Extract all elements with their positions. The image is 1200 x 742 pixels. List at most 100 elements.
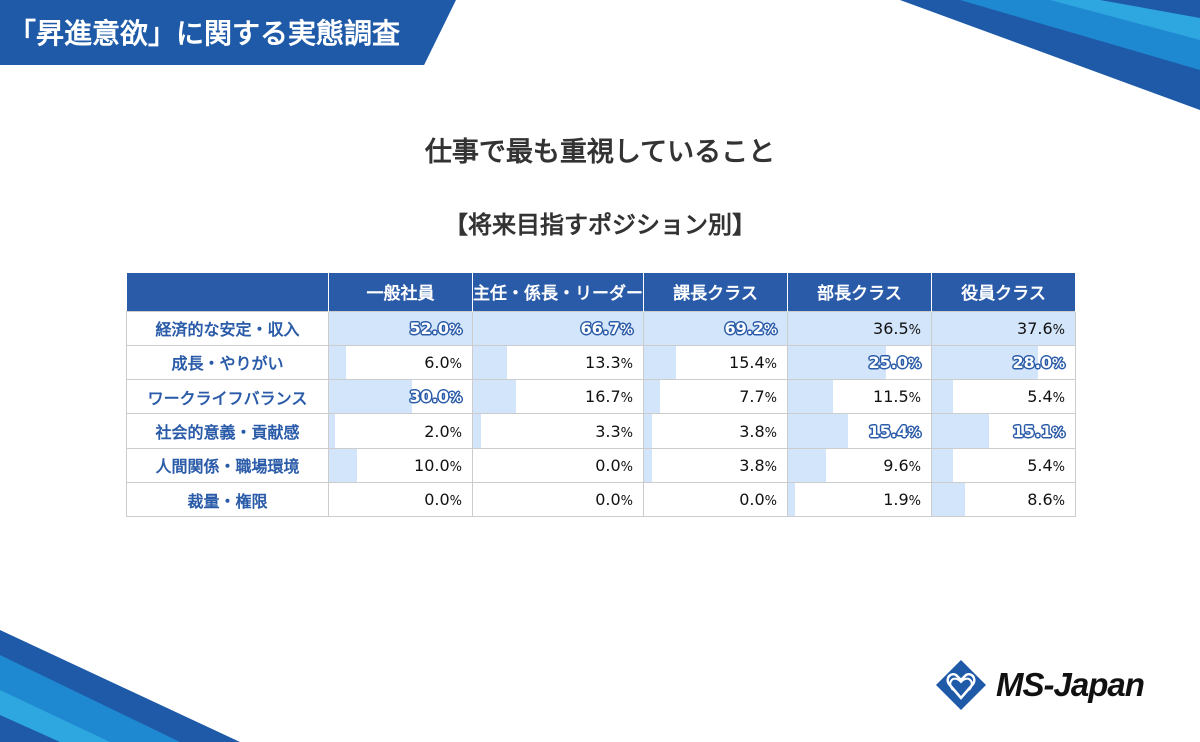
value-bar bbox=[473, 311, 643, 345]
value-text: 9.6% bbox=[883, 455, 921, 475]
column-header: 主任・係長・リーダー bbox=[472, 273, 644, 311]
value-bar bbox=[932, 482, 965, 517]
value-bar bbox=[644, 448, 652, 482]
value-bar bbox=[788, 345, 886, 380]
diamond-heart-logo-icon bbox=[936, 660, 986, 710]
value-text: 66.7% bbox=[580, 318, 633, 338]
decorative-stripes-bottom-left bbox=[0, 630, 240, 742]
value-cell: 15.1% bbox=[931, 413, 1076, 449]
value-cell: 11.5% bbox=[787, 379, 932, 415]
column-header: 役員クラス bbox=[931, 273, 1076, 311]
value-bar bbox=[932, 448, 953, 482]
value-text: 0.0% bbox=[739, 490, 777, 510]
value-cell: 0.0% bbox=[643, 481, 788, 518]
value-text: 3.3% bbox=[595, 421, 633, 441]
value-cell: 3.3% bbox=[472, 413, 644, 449]
value-text: 0.0% bbox=[595, 455, 633, 475]
value-cell: 5.4% bbox=[931, 447, 1076, 483]
value-cell: 5.4% bbox=[931, 379, 1076, 415]
value-text: 11.5% bbox=[873, 387, 921, 407]
value-bar bbox=[788, 311, 931, 345]
value-cell: 1.9% bbox=[787, 481, 932, 518]
row-label: 社会的意義・貢献感 bbox=[126, 413, 329, 449]
column-header: 一般社員 bbox=[328, 273, 473, 311]
value-cell: 7.7% bbox=[643, 379, 788, 415]
value-bar bbox=[788, 414, 849, 448]
value-cell: 13.3% bbox=[472, 344, 644, 381]
value-bar bbox=[932, 380, 953, 414]
value-cell: 8.6% bbox=[931, 481, 1076, 518]
value-cell: 52.0% bbox=[328, 310, 473, 346]
value-text: 69.2% bbox=[724, 318, 777, 338]
value-text: 7.7% bbox=[739, 387, 777, 407]
value-cell: 66.7% bbox=[472, 310, 644, 346]
value-bar bbox=[932, 345, 1039, 380]
value-cell: 3.8% bbox=[643, 447, 788, 483]
table-row: 社会的意義・貢献感 2.0% 3.3% 3.8% 15.4% 15.1% bbox=[126, 413, 1076, 449]
value-cell: 0.0% bbox=[328, 481, 473, 518]
value-cell: 28.0% bbox=[931, 344, 1076, 381]
value-bar bbox=[329, 345, 346, 380]
value-text: 10.0% bbox=[414, 455, 462, 475]
value-text: 2.0% bbox=[424, 421, 462, 441]
value-text: 36.5% bbox=[873, 318, 921, 338]
header-corner bbox=[126, 273, 329, 311]
header-banner bbox=[0, 0, 456, 65]
banner-title: 「昇進意欲」に関する実態調査 bbox=[8, 17, 401, 50]
value-text: 3.8% bbox=[739, 455, 777, 475]
value-text: 1.9% bbox=[883, 490, 921, 510]
value-text: 16.7% bbox=[585, 387, 633, 407]
table-row: 人間関係・職場環境 10.0% 0.0% 3.8% 9.6% 5.4% bbox=[126, 447, 1076, 483]
column-header: 部長クラス bbox=[787, 273, 932, 311]
value-bar bbox=[932, 414, 990, 448]
value-bar bbox=[329, 414, 335, 448]
value-cell: 9.6% bbox=[787, 447, 932, 483]
value-bar bbox=[329, 380, 412, 414]
company-logo: MS-Japan bbox=[936, 660, 1145, 710]
value-cell: 69.2% bbox=[643, 310, 788, 346]
value-cell: 0.0% bbox=[472, 481, 644, 518]
table-row: 成長・やりがい 6.0% 13.3% 15.4% 25.0% 28.0% bbox=[126, 344, 1076, 381]
value-text: 13.3% bbox=[585, 352, 633, 372]
value-bar bbox=[788, 482, 796, 517]
value-bar bbox=[644, 345, 676, 380]
value-bar bbox=[788, 448, 826, 482]
value-cell: 15.4% bbox=[787, 413, 932, 449]
value-text: 8.6% bbox=[1027, 490, 1065, 510]
value-cell: 0.0% bbox=[472, 447, 644, 483]
value-cell: 37.6% bbox=[931, 310, 1076, 346]
value-bar bbox=[932, 311, 1075, 345]
value-text: 15.4% bbox=[729, 352, 777, 372]
value-cell: 30.0% bbox=[328, 379, 473, 415]
value-cell: 6.0% bbox=[328, 344, 473, 381]
value-text: 37.6% bbox=[1017, 318, 1065, 338]
value-bar bbox=[644, 380, 660, 414]
value-text: 28.0% bbox=[1012, 352, 1065, 372]
column-header: 課長クラス bbox=[643, 273, 788, 311]
value-cell: 25.0% bbox=[787, 344, 932, 381]
value-text: 5.4% bbox=[1027, 387, 1065, 407]
value-bar bbox=[473, 380, 516, 414]
row-label: 成長・やりがい bbox=[126, 344, 329, 381]
value-bar bbox=[788, 380, 834, 414]
table-row: 経済的な安定・収入 52.0% 66.7% 69.2% 36.5% 37.6% bbox=[126, 310, 1076, 346]
table-row: 裁量・権限 0.0% 0.0% 0.0% 1.9% 8.6% bbox=[126, 481, 1076, 518]
value-text: 15.1% bbox=[1012, 421, 1065, 441]
logo-text: MS-Japan bbox=[996, 666, 1145, 703]
value-cell: 36.5% bbox=[787, 310, 932, 346]
table-row: ワークライフバランス 30.0% 16.7% 7.7% 11.5% 5.4% bbox=[126, 379, 1076, 415]
results-table: 一般社員 主任・係長・リーダー 課長クラス 部長クラス 役員クラス 経済的な安定・収入 5… bbox=[126, 273, 1076, 518]
value-bar bbox=[644, 414, 652, 448]
value-bar bbox=[473, 414, 482, 448]
value-text: 25.0% bbox=[868, 352, 921, 372]
value-text: 52.0% bbox=[409, 318, 462, 338]
value-text: 0.0% bbox=[424, 490, 462, 510]
value-cell: 10.0% bbox=[328, 447, 473, 483]
value-bar bbox=[644, 311, 787, 345]
value-cell: 2.0% bbox=[328, 413, 473, 449]
row-label: ワークライフバランス bbox=[126, 379, 329, 415]
row-label: 経済的な安定・収入 bbox=[126, 310, 329, 346]
value-text: 3.8% bbox=[739, 421, 777, 441]
value-text: 5.4% bbox=[1027, 455, 1065, 475]
value-text: 0.0% bbox=[595, 490, 633, 510]
